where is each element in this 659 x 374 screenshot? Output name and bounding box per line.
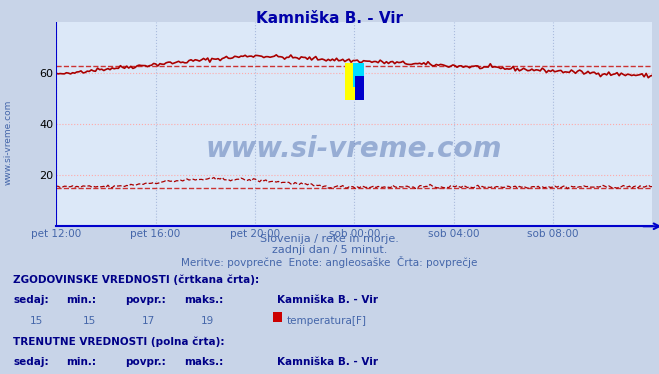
Text: 15: 15: [82, 316, 96, 326]
Text: povpr.:: povpr.:: [125, 295, 166, 306]
Text: www.si-vreme.com: www.si-vreme.com: [3, 99, 13, 185]
Text: maks.:: maks.:: [185, 357, 224, 367]
Text: Kamniška B. - Vir: Kamniška B. - Vir: [277, 295, 378, 306]
Text: www.si-vreme.com: www.si-vreme.com: [206, 135, 502, 163]
Text: Kamniška B. - Vir: Kamniška B. - Vir: [256, 11, 403, 26]
Text: 19: 19: [201, 316, 214, 326]
Text: min.:: min.:: [66, 295, 96, 306]
Text: min.:: min.:: [66, 357, 96, 367]
Text: ZGODOVINSKE VREDNOSTI (črtkana črta):: ZGODOVINSKE VREDNOSTI (črtkana črta):: [13, 275, 259, 285]
Text: Slovenija / reke in morje.: Slovenija / reke in morje.: [260, 234, 399, 244]
Text: maks.:: maks.:: [185, 295, 224, 306]
Text: TRENUTNE VREDNOSTI (polna črta):: TRENUTNE VREDNOSTI (polna črta):: [13, 337, 225, 347]
Text: Meritve: povprečne  Enote: angleosaške  Črta: povprečje: Meritve: povprečne Enote: angleosaške Čr…: [181, 256, 478, 268]
Text: 15: 15: [30, 316, 43, 326]
Text: sedaj:: sedaj:: [13, 357, 49, 367]
Text: povpr.:: povpr.:: [125, 357, 166, 367]
FancyBboxPatch shape: [355, 76, 364, 100]
Text: 17: 17: [142, 316, 155, 326]
Text: sedaj:: sedaj:: [13, 295, 49, 306]
FancyBboxPatch shape: [353, 63, 364, 87]
Text: Kamniška B. - Vir: Kamniška B. - Vir: [277, 357, 378, 367]
Text: temperatura[F]: temperatura[F]: [287, 316, 366, 326]
FancyBboxPatch shape: [345, 63, 363, 100]
Text: zadnji dan / 5 minut.: zadnji dan / 5 minut.: [272, 245, 387, 255]
